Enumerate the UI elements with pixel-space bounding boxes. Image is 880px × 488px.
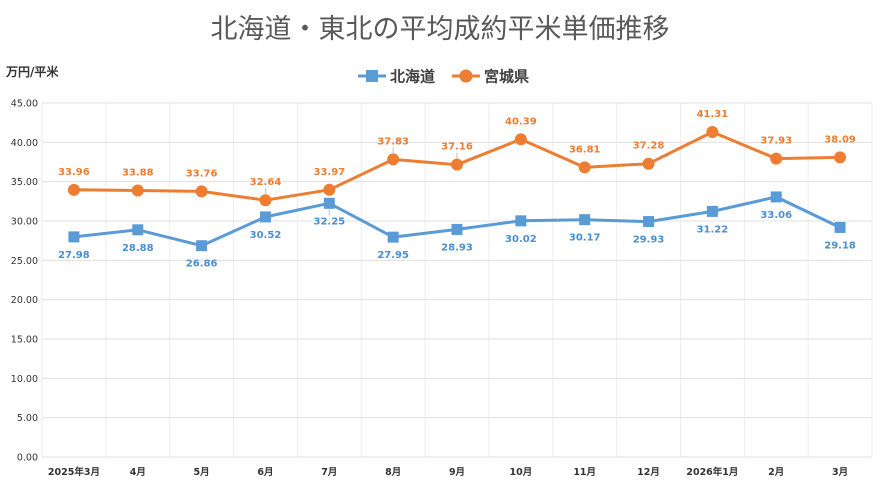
data-label: 31.22	[697, 224, 729, 235]
data-point	[323, 183, 336, 196]
data-label: 38.09	[824, 134, 856, 145]
data-point	[132, 224, 144, 236]
y-tick-label: 15.00	[11, 335, 38, 346]
x-tick-label: 2月	[768, 467, 784, 478]
legend-label: 宮城県	[484, 68, 529, 86]
legend-marker	[459, 69, 473, 83]
data-label: 29.93	[633, 235, 665, 246]
data-point	[451, 223, 463, 235]
data-point	[706, 126, 719, 139]
x-tick-label: 9月	[449, 467, 465, 478]
data-label: 28.93	[441, 242, 473, 253]
x-tick-label: 7月	[321, 467, 337, 478]
x-tick-label: 4月	[130, 467, 146, 478]
data-point	[579, 214, 591, 226]
legend-marker	[366, 70, 378, 82]
data-label: 32.25	[313, 216, 345, 227]
x-axis: 2025年3月 4月 5月 6月 7月 8月 9月 10月 11月 12月 2026年1月 2月 3月	[48, 466, 848, 478]
data-label: 30.02	[505, 234, 537, 245]
y-axis: 0.00 5.00 10.00 15.00 20.00 25.00 30.00 35.00 40…	[11, 99, 38, 464]
y-tick-label: 0.00	[17, 453, 38, 464]
data-point	[196, 240, 208, 252]
data-point	[834, 151, 847, 164]
data-point	[323, 197, 335, 209]
y-tick-label: 20.00	[11, 295, 38, 306]
data-label: 37.16	[441, 142, 473, 153]
data-label: 33.88	[122, 167, 154, 178]
data-label: 28.88	[122, 243, 154, 254]
x-tick-label: 11月	[573, 467, 596, 478]
data-label: 41.31	[697, 109, 729, 120]
x-tick-label: 2026年1月	[686, 466, 738, 478]
data-label: 33.76	[186, 168, 218, 179]
data-point	[706, 205, 718, 217]
data-label: 30.17	[569, 233, 601, 244]
data-label: 37.93	[760, 136, 792, 147]
x-tick-label: 3月	[832, 467, 848, 478]
data-label: 29.18	[824, 240, 856, 251]
data-point	[578, 161, 591, 174]
data-label: 36.81	[569, 144, 601, 155]
gridlines	[41, 102, 873, 458]
y-tick-label: 30.00	[11, 217, 38, 228]
data-point	[770, 191, 782, 203]
x-tick-label: 12月	[637, 467, 660, 478]
x-tick-label: 10月	[509, 467, 532, 478]
data-label: 33.06	[760, 210, 792, 221]
data-point	[770, 152, 783, 165]
data-label: 27.98	[58, 250, 90, 261]
data-point	[387, 153, 400, 166]
data-point	[259, 211, 271, 223]
data-point	[514, 133, 527, 146]
data-point	[131, 184, 144, 197]
x-tick-label: 6月	[257, 467, 273, 478]
y-tick-label: 35.00	[11, 177, 38, 188]
data-point	[387, 231, 399, 243]
data-point	[451, 158, 463, 171]
data-label: 27.95	[377, 250, 409, 261]
legend-label: 北海道	[390, 68, 435, 86]
y-tick-label: 45.00	[11, 99, 38, 110]
series-group	[67, 126, 847, 252]
x-tick-label: 5月	[194, 467, 210, 478]
data-label: 30.52	[250, 230, 282, 241]
data-labels: 33.96 33.88 33.76 32.64 33.97 37.83 37.16 40.39…	[58, 109, 856, 270]
y-axis-unit-label: 万円/平米	[5, 64, 59, 79]
data-point	[259, 194, 272, 207]
data-point	[67, 183, 80, 196]
data-point	[68, 231, 80, 243]
y-tick-label: 40.00	[11, 138, 38, 149]
y-tick-label: 5.00	[17, 413, 38, 424]
data-label: 33.96	[58, 167, 90, 178]
data-point	[515, 215, 527, 227]
label-leader-lines	[264, 147, 458, 216]
data-label: 37.28	[633, 141, 665, 152]
data-label: 37.83	[377, 136, 409, 147]
x-tick-label: 2025年3月	[48, 466, 100, 478]
data-label: 32.64	[250, 177, 282, 188]
chart-title: 北海道・東北の平均成約平米単価推移	[211, 14, 670, 45]
data-label: 26.86	[186, 259, 218, 270]
y-tick-label: 25.00	[11, 256, 38, 267]
data-label: 33.97	[313, 167, 345, 178]
data-point	[643, 216, 655, 228]
data-point	[834, 221, 846, 233]
legend: 北海道 宮城県	[358, 68, 529, 86]
y-tick-label: 10.00	[11, 374, 38, 385]
data-point	[195, 185, 208, 198]
x-tick-label: 8月	[385, 467, 401, 478]
data-label: 40.39	[505, 116, 537, 127]
data-point	[642, 157, 655, 170]
